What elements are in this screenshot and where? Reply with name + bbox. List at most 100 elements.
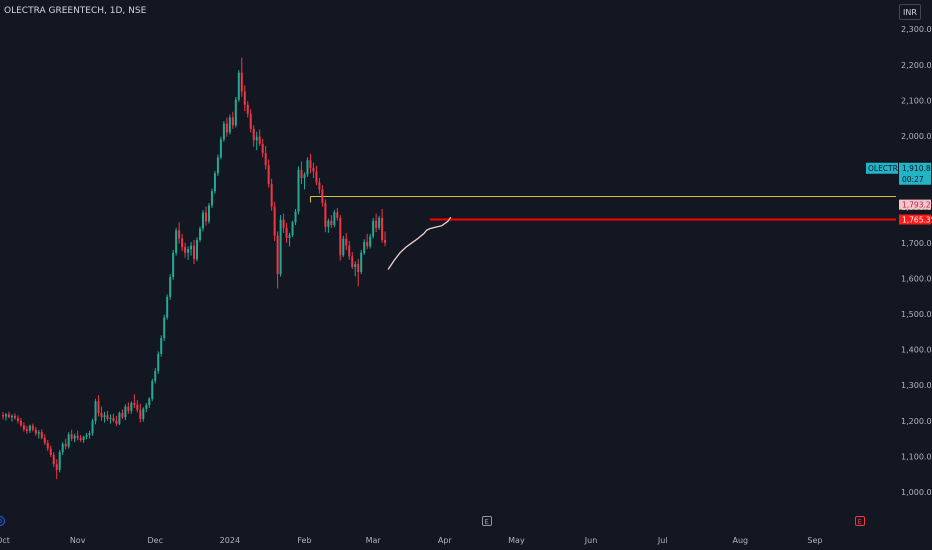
y-tick-label: 1,300.00 bbox=[901, 381, 932, 390]
x-tick-label: Apr bbox=[438, 536, 453, 545]
y-tick-label: 1,500.00 bbox=[901, 310, 932, 319]
candle-body bbox=[291, 222, 294, 235]
candle-body bbox=[210, 191, 213, 206]
candle-body bbox=[31, 425, 34, 430]
candle-body bbox=[348, 245, 351, 257]
candle-body bbox=[378, 217, 381, 228]
candle-body bbox=[315, 171, 318, 183]
candle-body bbox=[264, 153, 267, 166]
earnings-event-icon[interactable]: E bbox=[854, 516, 865, 526]
candle-body bbox=[204, 212, 207, 222]
earnings-event-icon[interactable]: E bbox=[481, 516, 492, 526]
candle-body bbox=[55, 464, 58, 470]
x-tick-label: Jun bbox=[584, 536, 598, 545]
x-tick-label: Mar bbox=[366, 536, 382, 545]
y-tick-label: 1,600.00 bbox=[901, 274, 932, 283]
x-tick-label: Aug bbox=[732, 536, 748, 545]
candle-body bbox=[306, 160, 309, 175]
y-tick-label: 1,000.00 bbox=[901, 488, 932, 497]
candles bbox=[2, 57, 387, 480]
x-tick-label: Jul bbox=[657, 536, 668, 545]
candle-body bbox=[339, 217, 342, 256]
candle-body bbox=[37, 432, 40, 434]
candle-body bbox=[76, 435, 79, 439]
candle-body bbox=[127, 406, 130, 411]
x-axis: Oct Nov Dec 2024 Feb Mar Apr May Jun Jul Aug Sep bbox=[0, 536, 822, 545]
price-tag-text: 1,793.25 bbox=[902, 201, 932, 210]
candle-body bbox=[61, 443, 64, 453]
candle-body bbox=[288, 234, 291, 238]
price-tag bbox=[899, 199, 931, 210]
candle-body bbox=[136, 404, 139, 411]
y-tick-label: 1,100.00 bbox=[901, 452, 932, 461]
candle-body bbox=[67, 434, 70, 447]
candle-body bbox=[184, 247, 187, 253]
candle-body bbox=[273, 206, 276, 236]
level-lines bbox=[309, 196, 896, 221]
candle-body bbox=[85, 435, 88, 437]
candle-body bbox=[52, 454, 55, 465]
candle-body bbox=[109, 417, 112, 420]
candle-body bbox=[82, 436, 85, 441]
candle-body bbox=[190, 245, 193, 250]
y-tick-label: 2,100.00 bbox=[901, 96, 932, 105]
candle-body bbox=[351, 256, 354, 268]
candle-body bbox=[46, 442, 49, 449]
candle-body bbox=[297, 169, 300, 212]
candle-body bbox=[381, 217, 384, 240]
candle-body bbox=[133, 403, 136, 405]
candle-body bbox=[279, 219, 282, 275]
y-tick-label: 1,200.00 bbox=[901, 417, 932, 426]
candle-body bbox=[333, 212, 336, 225]
candle-body bbox=[207, 205, 210, 222]
candle-body bbox=[300, 169, 303, 179]
candle-body bbox=[172, 252, 175, 277]
x-tick-label: Nov bbox=[70, 536, 86, 545]
candle-body bbox=[375, 220, 378, 228]
candle-body bbox=[327, 220, 330, 227]
chart-title: OLECTRA GREENTECH, 1D, NSE bbox=[4, 6, 147, 16]
x-tick-label: Feb bbox=[297, 536, 311, 545]
x-tick-label: 2024 bbox=[220, 536, 240, 545]
candle-body bbox=[201, 212, 204, 229]
candle-body bbox=[115, 420, 118, 424]
candle-body bbox=[169, 276, 172, 297]
candle-body bbox=[70, 434, 73, 439]
x-tick-label: Oct bbox=[0, 536, 10, 545]
candle-body bbox=[369, 236, 372, 247]
candle-body bbox=[249, 113, 252, 129]
candle-body bbox=[261, 143, 264, 154]
candle-body bbox=[342, 238, 345, 256]
candle-body bbox=[384, 239, 387, 243]
candle-body bbox=[58, 452, 61, 470]
candle-body bbox=[28, 425, 31, 431]
candle-body bbox=[336, 212, 339, 218]
candle-body bbox=[34, 429, 37, 434]
x-tick-label: May bbox=[508, 536, 525, 545]
candle-body bbox=[252, 128, 255, 141]
y-tick-label: 1,400.00 bbox=[901, 346, 932, 355]
candle-body bbox=[222, 123, 225, 140]
candle-body bbox=[154, 370, 157, 381]
candle-body bbox=[97, 401, 100, 413]
candle-body bbox=[79, 438, 82, 441]
candle-body bbox=[73, 435, 76, 439]
candle-body bbox=[64, 443, 67, 447]
candle-body bbox=[330, 220, 333, 225]
x-tick-label: Dec bbox=[147, 536, 162, 545]
candle-body bbox=[216, 157, 219, 174]
candle-body bbox=[321, 189, 324, 203]
symbol-tag bbox=[866, 162, 898, 174]
candle-body bbox=[13, 415, 16, 419]
candle-body bbox=[360, 252, 363, 272]
last-price-tag bbox=[899, 162, 931, 185]
candle-body bbox=[303, 174, 306, 179]
candle-body bbox=[231, 117, 234, 126]
candle-body bbox=[130, 403, 133, 411]
currency-button[interactable]: INR bbox=[899, 4, 921, 20]
candle-body bbox=[267, 165, 270, 185]
candle-body bbox=[243, 91, 246, 105]
candle-body bbox=[157, 353, 160, 371]
candle-body bbox=[88, 433, 91, 436]
